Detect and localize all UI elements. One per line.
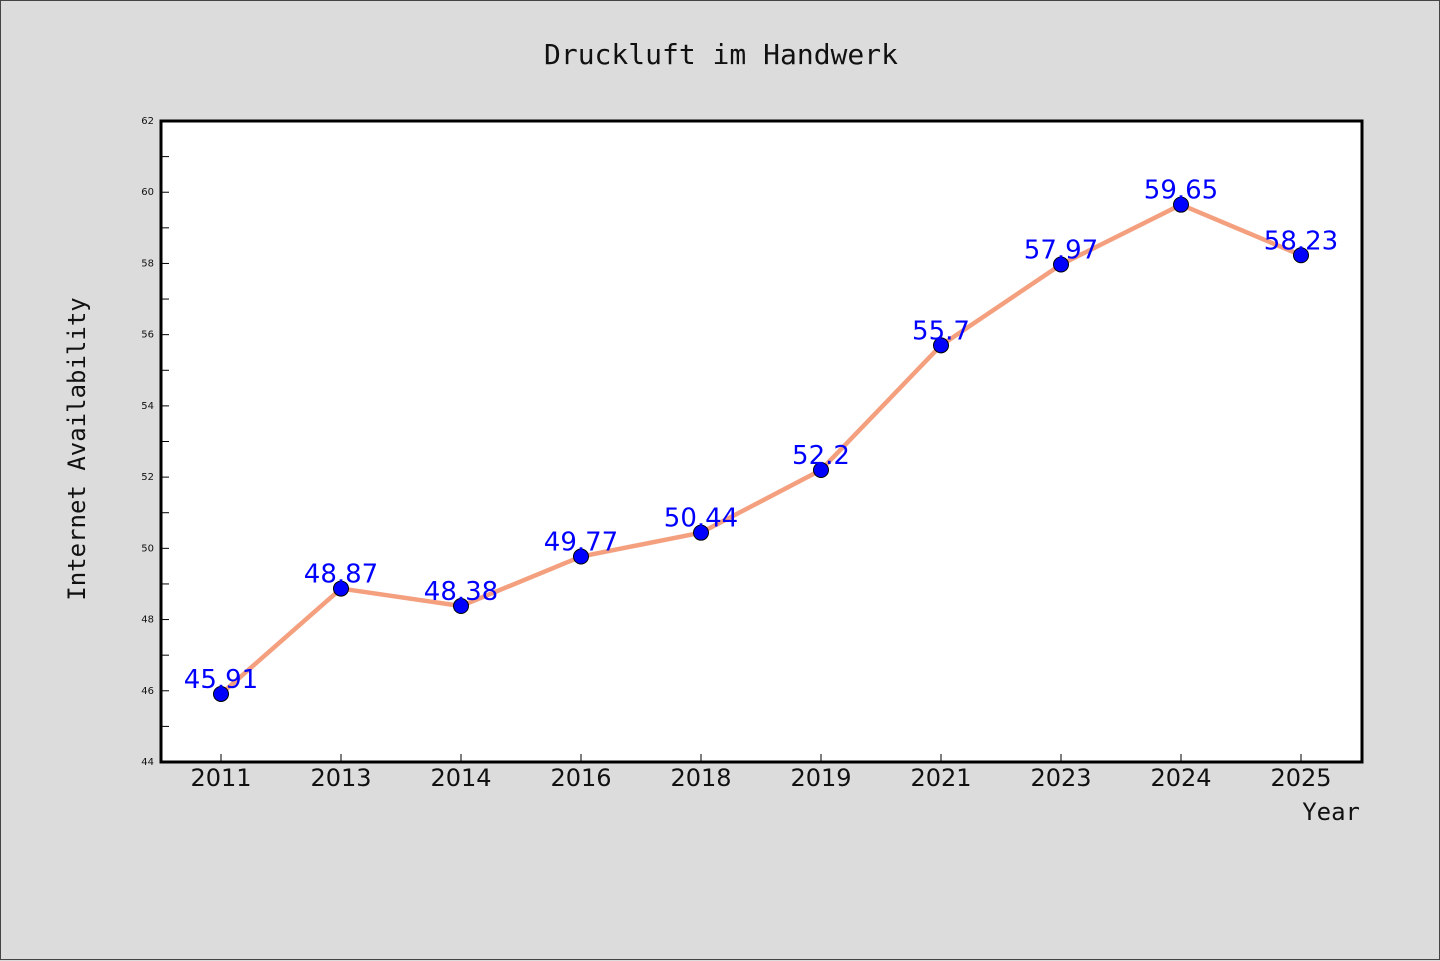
data-label: 48.87 (304, 560, 378, 590)
y-axis: 44 46 48 50 52 54 56 58 60 62 (141, 116, 169, 768)
plot-area (159, 119, 1364, 764)
data-point (693, 524, 709, 541)
data-point (453, 598, 469, 615)
y-tick-label: 46 (141, 686, 154, 697)
data-point (333, 580, 349, 597)
x-tick-label: 2018 (670, 764, 731, 792)
x-tick-label: 2013 (310, 764, 371, 792)
data-point (213, 685, 229, 702)
y-tick-label: 62 (141, 116, 154, 127)
data-label: 58.23 (1264, 226, 1338, 256)
data-point (933, 337, 949, 354)
y-axis-label: Internet Availability (63, 297, 91, 600)
y-tick-label: 56 (141, 330, 154, 341)
data-point (813, 461, 829, 478)
x-tick-label: 2011 (190, 764, 251, 792)
y-tick-label: 52 (141, 472, 154, 483)
data-label: 49.77 (544, 528, 618, 558)
data-point (1293, 247, 1309, 264)
x-tick-label: 2024 (1150, 764, 1211, 792)
series-line (218, 202, 1304, 697)
data-label: 52.2 (792, 441, 850, 471)
series-layer (213, 196, 1309, 702)
x-axis-label: Year (1302, 798, 1360, 826)
x-axis: 2011 2013 2014 2016 2018 2019 2021 2023 2024 2025 (190, 754, 1332, 792)
data-label: 50.44 (664, 504, 738, 534)
y-tick-label: 54 (141, 401, 154, 412)
data-label: 59.65 (1144, 176, 1218, 206)
data-label: 57.97 (1024, 236, 1098, 266)
chart-title: Druckluft im Handwerk (544, 38, 898, 71)
data-labels: 45.91 48.87 48.38 49.77 50.44 52.2 55.7 57.97 59… (184, 176, 1338, 695)
data-point (1173, 196, 1189, 213)
data-point (573, 548, 589, 565)
data-point (1053, 256, 1069, 273)
x-tick-label: 2019 (790, 764, 851, 792)
y-tick-label: 48 (141, 615, 154, 626)
x-tick-label: 2014 (430, 764, 491, 792)
x-tick-label: 2016 (550, 764, 611, 792)
data-label: 55.7 (912, 316, 970, 346)
data-label: 48.38 (424, 577, 498, 607)
y-tick-label: 44 (141, 757, 154, 768)
x-tick-label: 2021 (910, 764, 971, 792)
y-tick-label: 58 (141, 258, 154, 269)
x-tick-label: 2025 (1270, 764, 1331, 792)
x-tick-label: 2023 (1030, 764, 1091, 792)
data-label: 45.91 (184, 665, 258, 695)
y-tick-label: 50 (141, 543, 154, 554)
y-tick-label: 60 (141, 187, 154, 198)
